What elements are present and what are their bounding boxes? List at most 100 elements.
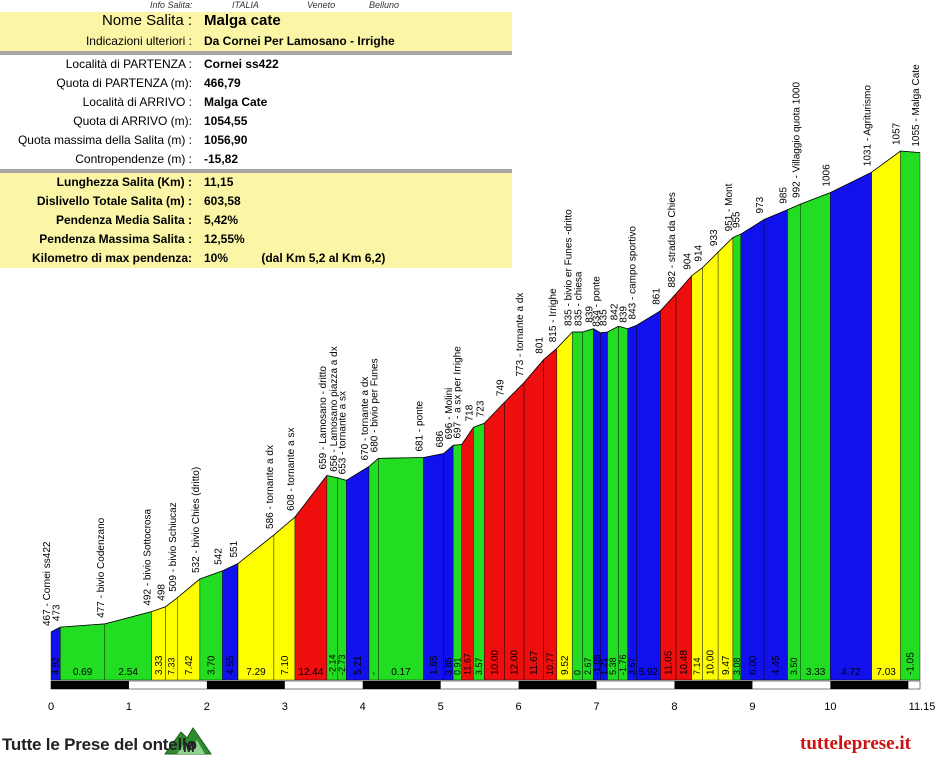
profile-segment xyxy=(593,328,601,681)
row-localita-arrivo: Località di ARRIVO : Malga Cate xyxy=(0,93,512,112)
segment-grade-label: 9.47 xyxy=(721,655,732,675)
quota-arrivo-label: Quota di ARRIVO (m): xyxy=(73,114,192,128)
segment-grade-label: 0 xyxy=(572,670,582,675)
profile-point-label: 933 xyxy=(709,229,720,246)
profile-segment xyxy=(104,611,152,681)
profile-segment xyxy=(675,275,692,681)
row-localita-partenza: Località di PARTENZA : Cornei ss422 xyxy=(0,55,512,74)
pendenza-media-value: 5,42% xyxy=(204,213,239,227)
profile-point-label: 718 xyxy=(464,404,475,421)
info-header: Info Salita: ITALIA Veneto Belluno xyxy=(0,0,512,11)
profile-point-label: 1031 - Agriturismo xyxy=(863,85,874,167)
row-pendenza-media: Pendenza Media Salita : 5,42% xyxy=(0,211,512,230)
profile-point-label: 839 xyxy=(619,306,630,323)
segment-grade-label: -2.14 xyxy=(327,654,337,675)
profile-segment xyxy=(326,475,339,681)
monte-logo: M xyxy=(164,727,212,755)
profile-point-label: 542 xyxy=(213,548,224,565)
profile-segment xyxy=(60,623,105,681)
km-scale-block xyxy=(518,681,597,689)
profile-segment xyxy=(600,331,608,681)
profile-segment xyxy=(165,597,178,681)
footer-website-link[interactable]: tuttelepresе.it xyxy=(800,733,911,754)
localita-arrivo-value: Malga Cate xyxy=(204,95,268,109)
profile-segment xyxy=(556,331,573,681)
segment-grade-label: -2.73 xyxy=(337,654,347,675)
profile-point-label: 1057 xyxy=(892,122,903,145)
x-tick-label: 8 xyxy=(671,701,677,713)
profile-point-label: 473 xyxy=(51,604,62,621)
lunghezza-label: Lunghezza Salita (Km) : xyxy=(56,175,192,189)
x-tick-label: 0 xyxy=(48,701,54,713)
segment-grade-label: -1.05 xyxy=(906,652,917,675)
profile-point-label: 835 - bivio er Funes -dritto xyxy=(563,209,574,326)
profile-point-label: 973 xyxy=(755,196,766,213)
profile-segment xyxy=(800,192,831,681)
profile-point-label: 773 - tornante a dx xyxy=(515,293,526,377)
profile-point-label: 659 - Lamosano - dritto xyxy=(318,366,329,470)
segment-grade-label: 7.14 xyxy=(692,657,702,675)
profile-segment xyxy=(443,444,454,681)
profile-point-label: 815 - Irrighe xyxy=(548,288,559,342)
segment-grade-label: 5.21 xyxy=(353,655,364,675)
profile-point-label: 839 xyxy=(584,306,595,323)
profile-segment xyxy=(50,626,61,681)
pendenza-media-label: Pendenza Media Salita : xyxy=(55,213,192,227)
segment-grade-label: 4.45 xyxy=(771,655,782,675)
x-tick-label: 5 xyxy=(438,701,444,713)
profile-point-label: 914 xyxy=(694,244,705,261)
segment-grade-label: 0.17 xyxy=(391,667,411,678)
profile-segment xyxy=(627,325,637,681)
profile-point-label: 477 - bivio Codenzano xyxy=(96,517,107,618)
segment-grade-label: 10.00 xyxy=(706,650,717,675)
segment-grade-label: 3.50 xyxy=(789,657,799,675)
profile-point-label: 904 xyxy=(683,253,694,270)
x-tick-label: 3 xyxy=(282,701,288,713)
profile-segment xyxy=(378,457,424,681)
segment-grade-label: 6.00 xyxy=(748,655,759,675)
x-tick-label: 4 xyxy=(360,701,366,713)
row-quota-partenza: Quota di PARTENZA (m): 466,79 xyxy=(0,74,512,93)
profile-segment xyxy=(484,401,505,681)
segment-grade-label: 3.70 xyxy=(206,655,217,675)
profile-segment xyxy=(900,150,921,681)
km-scale-block xyxy=(362,681,441,689)
km-scale-bar xyxy=(50,680,921,690)
profile-segment xyxy=(237,534,275,681)
profile-segment xyxy=(473,423,485,681)
km-scale-block xyxy=(674,681,753,689)
indicazioni-value: Da Cornei Per Lamosano - Irrighe xyxy=(204,34,395,48)
segment-grade-label: 2.67 xyxy=(583,657,593,675)
profile-point-label: 861 xyxy=(651,288,662,305)
profile-segment xyxy=(461,426,474,681)
profile-point-label: 955 xyxy=(732,211,743,228)
profile-segment xyxy=(273,516,296,681)
km-max-pendenza-label: Kilometro di max pendenza: xyxy=(31,251,192,265)
info-header-region: Veneto xyxy=(307,0,336,10)
segment-grade-label: 0.69 xyxy=(73,667,93,678)
profile-point-label: 985 xyxy=(779,187,790,204)
nome-salita-label: Nome Salita : xyxy=(101,12,192,29)
segment-grade-label: 10.48 xyxy=(679,650,690,675)
quota-massima-label: Quota massima della Salita (m) : xyxy=(17,133,192,147)
row-indicazioni: Indicazioni ulteriori : Da Cornei Per La… xyxy=(0,32,512,51)
profile-segment xyxy=(636,310,661,681)
km-max-pendenza-value: 10% (dal Km 5,2 al Km 6,2) xyxy=(204,251,386,265)
profile-point-label: 882 - strada da Chies xyxy=(667,192,678,288)
profile-segment xyxy=(763,209,788,681)
profile-point-label: 586 - tornante a dx xyxy=(265,445,276,529)
separator xyxy=(0,51,512,55)
profile-point-label: 467 - Cornei ss422 xyxy=(42,541,53,626)
profile-segment xyxy=(222,563,239,681)
profile-point-label: 697 - a sx per Irrighe xyxy=(453,346,464,439)
km-scale-block xyxy=(830,681,909,689)
segment-grade-label: 11.05 xyxy=(664,650,675,675)
profile-point-label: 551 xyxy=(229,540,240,557)
profile-point-label: 834 - ponte xyxy=(591,276,602,327)
row-nome-salita: Nome Salita : Malga cate xyxy=(0,12,512,32)
profile-segment xyxy=(582,328,594,681)
profile-point-label: 532 - bivio Chies (dritto) xyxy=(191,467,202,573)
profile-point-label: 992 - Villaggio quota 1000 xyxy=(792,82,803,198)
profile-segment xyxy=(871,150,901,681)
x-tick-label: 1 xyxy=(126,701,132,713)
